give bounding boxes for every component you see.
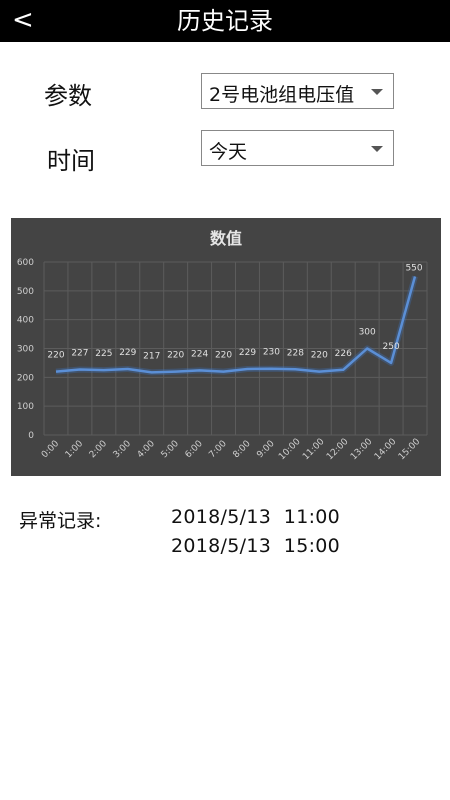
y-tick-label: 400 xyxy=(17,316,34,326)
y-tick-label: 200 xyxy=(17,373,34,383)
data-label: 550 xyxy=(405,263,422,273)
y-tick-label: 300 xyxy=(17,345,34,355)
data-label: 228 xyxy=(287,348,304,358)
dropdown-caret-icon xyxy=(371,146,383,152)
back-arrow-icon[interactable]: < xyxy=(12,5,34,35)
time-label: 时间 xyxy=(47,147,95,175)
x-tick-label: 2:00 xyxy=(88,439,110,461)
y-tick-label: 100 xyxy=(17,402,34,412)
data-label: 225 xyxy=(95,349,112,359)
param-select-value: 2号电池组电压值 xyxy=(209,84,355,106)
x-tick-label: 11:00 xyxy=(301,437,327,463)
abnormal-record-item: 2018/5/13 11:00 xyxy=(171,506,341,528)
y-tick-label: 0 xyxy=(28,431,34,441)
data-label: 229 xyxy=(239,348,256,358)
time-select[interactable]: 今天 xyxy=(201,130,394,166)
x-tick-label: 1:00 xyxy=(64,439,86,461)
x-tick-label: 7:00 xyxy=(207,439,229,461)
x-tick-label: 14:00 xyxy=(373,437,399,463)
data-label: 220 xyxy=(167,351,184,361)
x-tick-label: 4:00 xyxy=(136,439,158,461)
dropdown-caret-icon xyxy=(371,89,383,95)
x-tick-label: 12:00 xyxy=(325,437,351,463)
data-label: 227 xyxy=(71,349,88,359)
time-select-value: 今天 xyxy=(209,141,248,163)
param-select[interactable]: 2号电池组电压值 xyxy=(201,73,394,109)
x-tick-label: 9:00 xyxy=(255,439,277,461)
series-line xyxy=(55,276,417,374)
data-label: 226 xyxy=(335,349,352,359)
x-tick-label: 15:00 xyxy=(397,437,423,463)
x-tick-label: 13:00 xyxy=(349,437,375,463)
x-tick-label: 10:00 xyxy=(277,437,303,463)
x-tick-label: 0:00 xyxy=(40,439,62,461)
data-label: 230 xyxy=(263,348,280,358)
data-label: 220 xyxy=(47,351,64,361)
abnormal-records-label: 异常记录: xyxy=(19,510,102,532)
x-tick-label: 3:00 xyxy=(112,439,134,461)
data-label: 229 xyxy=(119,348,136,358)
x-tick-label: 5:00 xyxy=(160,439,182,461)
top-bar: < 历史记录 xyxy=(0,0,450,42)
data-label: 220 xyxy=(311,351,328,361)
data-label: 224 xyxy=(191,349,208,359)
x-tick-label: 6:00 xyxy=(183,439,205,461)
data-label: 300 xyxy=(359,328,376,338)
data-label: 250 xyxy=(383,342,400,352)
y-tick-label: 500 xyxy=(17,287,34,297)
abnormal-record-item: 2018/5/13 15:00 xyxy=(171,535,341,557)
data-label: 217 xyxy=(143,351,160,361)
chart-canvas: 数值 0 100 200 300 400 500 600 0:00 1:00 2:00 3:00 4:0… xyxy=(17,229,428,463)
param-label: 参数 xyxy=(44,82,92,110)
data-label: 220 xyxy=(215,351,232,361)
page-title: 历史记录 xyxy=(177,7,273,35)
history-chart: 数值 0 100 200 300 400 500 600 0:00 1:00 2:00 3:00 4:0… xyxy=(11,218,441,476)
y-tick-label: 600 xyxy=(17,258,34,268)
x-tick-label: 8:00 xyxy=(231,439,253,461)
chart-title: 数值 xyxy=(210,229,242,248)
